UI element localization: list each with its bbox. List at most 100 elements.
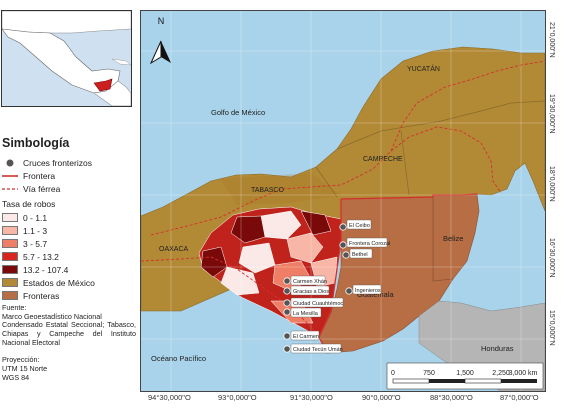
- source-line: Condensado Estatal Seccional; Tabasco, C…: [2, 320, 136, 347]
- graticule: [141, 11, 545, 391]
- legend-label: 0 - 1.1: [23, 212, 48, 223]
- country-label-honduras: Honduras: [481, 344, 514, 353]
- projection-heading: Proyección:: [2, 355, 40, 364]
- municipality: [230, 215, 266, 244]
- x-tick-label: 93°0,000"O: [218, 393, 257, 402]
- y-tick-label: 16°30,000"N: [548, 238, 555, 278]
- railway: [150, 60, 545, 236]
- inset-map: [1, 10, 132, 107]
- north-arrow-icon: [149, 40, 171, 65]
- svg-text:750: 750: [423, 370, 435, 377]
- rate-legend-title: Tasa de robos: [2, 199, 56, 209]
- country-label-guatemala: Guatemala: [357, 290, 395, 299]
- svg-text:1,500: 1,500: [456, 370, 474, 377]
- crossing-el-ceibo: El Ceibo: [339, 219, 372, 231]
- projection-line: UTM 15 Norte: [2, 364, 48, 373]
- legend-borders: Fronteras: [2, 289, 138, 302]
- crossing-la-mesilla: La Mesilla: [283, 307, 322, 318]
- legend-label: 1.1 - 3: [23, 225, 48, 236]
- north-label: N: [158, 16, 165, 26]
- inset-study-area: [93, 78, 113, 92]
- legend: Simbología Cruces fronterizos Frontera V…: [2, 136, 138, 302]
- gulf-label: Golfo de México: [211, 108, 265, 117]
- border-line-icon: [2, 174, 18, 177]
- y-tick-label: 21°0,000"N: [548, 22, 555, 58]
- projection-note: Proyección: UTM 15 Norte WGS 84: [2, 355, 47, 382]
- source-note: Fuente: Marco Geoestadístico Nacional Co…: [2, 303, 136, 347]
- state-label-yucatan: YUCATÁN: [407, 64, 440, 73]
- svg-text:2,250: 2,250: [492, 370, 510, 377]
- x-tick-label: 87°0,000"O: [500, 393, 539, 402]
- svg-text:Ingenieros: Ingenieros: [355, 288, 381, 294]
- crossing-el-carmen: El Carmen: [283, 330, 320, 341]
- legend-class-5: 13.2 - 107.4: [2, 263, 138, 276]
- guatemala-land: [318, 196, 454, 354]
- legend-label: Vía férrea: [23, 183, 61, 194]
- municipality: [220, 266, 260, 296]
- crossing-carmen-xhan: Carmen Xhán: [283, 275, 327, 286]
- legend-label: 3 - 5.7: [23, 238, 48, 249]
- swatch-icon: [2, 265, 18, 274]
- inset-cuba: [111, 58, 131, 66]
- inset-usa-land: [2, 11, 131, 34]
- legend-label: 13.2 - 107.4: [23, 264, 69, 275]
- crossing-gracias-a-dios: Gracias a Dios: [283, 285, 329, 296]
- source-heading: Fuente:: [2, 303, 27, 312]
- svg-text:Frontera Corozal: Frontera Corozal: [349, 241, 390, 247]
- legend-label: Cruces fronterizos: [23, 157, 92, 168]
- legend-title: Simbología: [2, 136, 70, 150]
- legend-item-railway: Vía férrea: [2, 182, 138, 195]
- swatch-icon: [2, 226, 18, 235]
- state-label-campeche: CAMPECHE: [363, 156, 403, 163]
- crossing-bethel: Bethel: [342, 248, 373, 259]
- scale-bar: 0 750 1,500 2,250 3,000 km: [386, 362, 544, 390]
- legend-label: Estados de México: [23, 277, 95, 288]
- municipality: [238, 242, 276, 274]
- svg-text:El Carmen: El Carmen: [293, 334, 319, 340]
- swatch-icon: [2, 239, 18, 248]
- svg-text:Ciudad Cuauhtémoc: Ciudad Cuauhtémoc: [293, 301, 343, 307]
- x-tick-label: 91°30,000"O: [290, 393, 333, 402]
- svg-text:Gracias a Dios: Gracias a Dios: [293, 289, 329, 295]
- legend-class-4: 5.7 - 13.2: [2, 250, 138, 263]
- municipality: [300, 210, 332, 236]
- country-label-belize: Belize: [443, 234, 463, 243]
- crossing-ciudad-tecun-uman: Ciudad Tecún Umán: [283, 343, 343, 354]
- state-label-oaxaca: OAXACA: [159, 246, 189, 253]
- legend-mexico-states: Estados de México: [2, 276, 138, 289]
- state-border: [315, 100, 545, 198]
- swatch-icon: [2, 278, 18, 287]
- legend-item-crossings: Cruces fronterizos: [2, 156, 138, 169]
- svg-text:Bethel: Bethel: [352, 252, 368, 258]
- crossing-dot-icon: [6, 159, 14, 166]
- svg-text:Carmen Xhán: Carmen Xhán: [293, 279, 327, 285]
- svg-text:El Ceibo: El Ceibo: [349, 223, 370, 229]
- railway: [390, 126, 502, 194]
- x-tick-label: 90°0,000"O: [362, 393, 401, 402]
- legend-label: 5.7 - 13.2: [23, 251, 59, 262]
- projection-line: WGS 84: [2, 373, 30, 382]
- swatch-icon: [2, 213, 18, 222]
- source-line: Marco Geoestadístico Nacional: [2, 311, 102, 321]
- svg-text:Ciudad Tecún Umán: Ciudad Tecún Umán: [293, 347, 343, 353]
- pacific-label: Océano Pacífico: [151, 354, 206, 363]
- legend-class-2: 1.1 - 3: [2, 224, 138, 237]
- legend-class-1: 0 - 1.1: [2, 211, 138, 224]
- swatch-icon: [2, 291, 18, 300]
- crossing-ingenieros: Ingenieros: [345, 284, 382, 295]
- legend-class-3: 3 - 5.7: [2, 237, 138, 250]
- crossing-ciudad-cuauhtemoc: Ciudad Cuauhtémoc: [283, 297, 343, 308]
- y-tick-label: 19°30,000"N: [548, 94, 555, 134]
- svg-text:La Mesilla: La Mesilla: [293, 311, 319, 317]
- main-map: N Golfo de México Océano Pacífico YUCATÁ…: [140, 10, 546, 392]
- legend-item-border: Frontera: [2, 169, 138, 182]
- x-tick-label: 94°30,000"O: [148, 393, 191, 402]
- legend-label: Frontera: [23, 170, 56, 181]
- y-tick-label: 18°0,000"N: [548, 166, 555, 202]
- swatch-icon: [2, 252, 18, 261]
- municipality: [286, 232, 324, 264]
- y-tick-label: 15°0,000"N: [548, 310, 555, 346]
- svg-text:0: 0: [391, 370, 395, 377]
- x-tick-label: 88°30,000"O: [430, 393, 473, 402]
- state-label-tabasco: TABASCO: [251, 187, 284, 194]
